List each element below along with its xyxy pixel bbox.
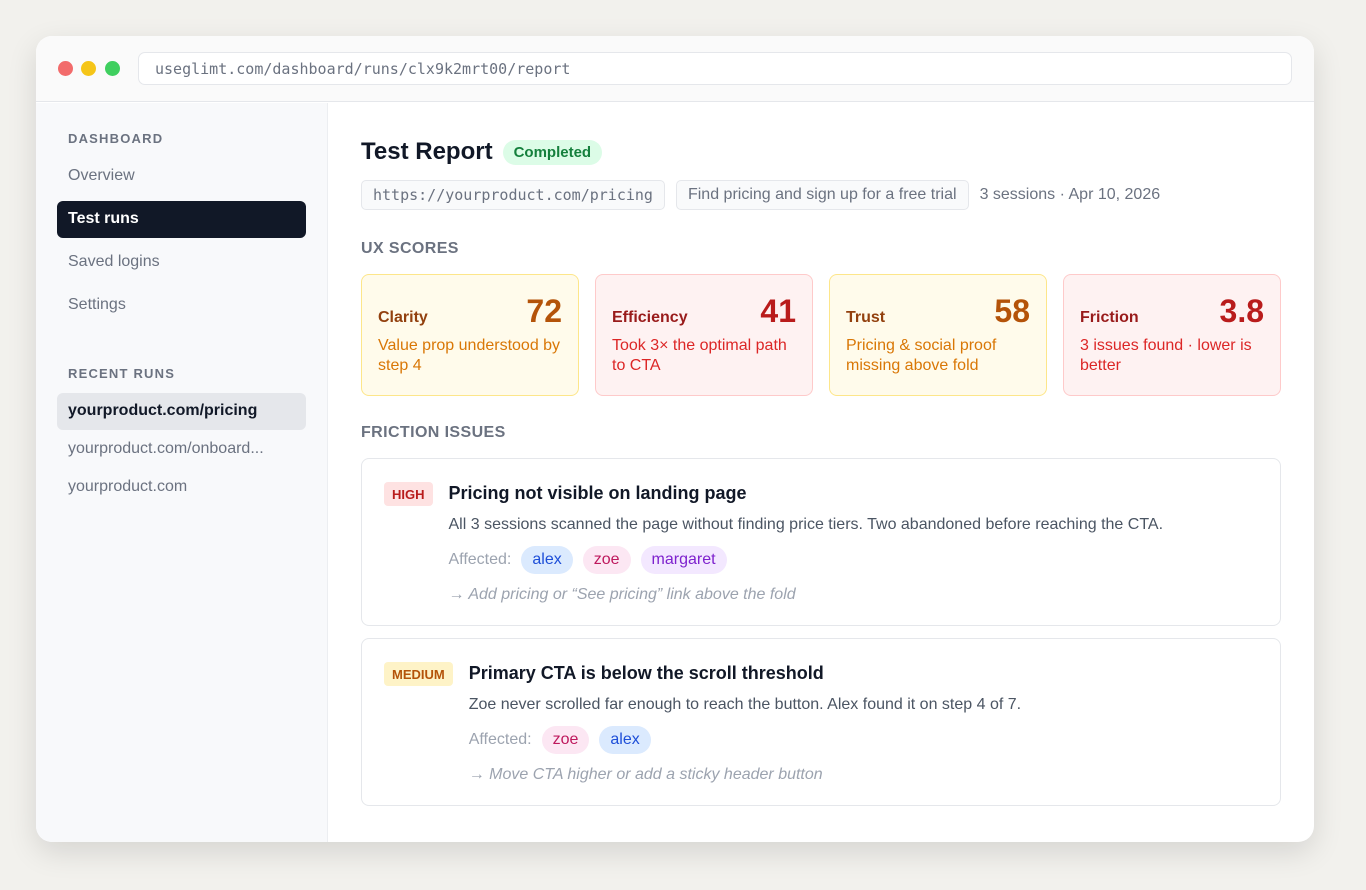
recent-run[interactable]: yourproduct.com/onboard... bbox=[68, 440, 264, 457]
section-title: DASHBOARD bbox=[68, 131, 164, 146]
score-label: Clarity bbox=[378, 309, 428, 326]
issue-description: Zoe never scrolled far enough to reach t… bbox=[468, 696, 1022, 713]
meta: 3 sessions · Apr 10, 2026 bbox=[979, 186, 1161, 203]
issue-card: HIGH Pricing not visible on landing page… bbox=[361, 458, 1281, 626]
score-card: Friction 3.8 3 issues found · lower is bet… bbox=[1063, 274, 1281, 396]
browser-window: useglimt.com/dashboard/runs/clx9k2mrt00/… bbox=[36, 36, 1314, 842]
user-pill: zoe bbox=[541, 726, 590, 754]
section-title: UX SCORES bbox=[361, 240, 459, 257]
user-pill: alex bbox=[521, 546, 573, 574]
user-pill: margaret bbox=[640, 546, 727, 574]
section-title: RECENT RUNS bbox=[68, 366, 176, 381]
issue-title: Pricing not visible on landing page bbox=[448, 483, 747, 503]
issue-card: MEDIUM Primary CTA is below the scroll t… bbox=[361, 638, 1281, 806]
issue-description: All 3 sessions scanned the page without … bbox=[448, 516, 1164, 533]
report-title: Test Report bbox=[361, 138, 493, 165]
user-pill: alex bbox=[599, 726, 651, 754]
issue-fix: → Move CTA higher or add a sticky header… bbox=[468, 766, 823, 783]
score-card: Efficiency 41 Took 3× the optimal path to … bbox=[595, 274, 813, 396]
status-badge: Completed bbox=[502, 139, 603, 165]
address-bar[interactable]: useglimt.com/dashboard/runs/clx9k2mrt00/… bbox=[138, 52, 1292, 85]
score-note: 3 issues found · lower is better bbox=[1080, 337, 1252, 374]
score-label: Friction bbox=[1080, 309, 1139, 326]
url-chip: https://yourproduct.com/pricing bbox=[361, 180, 665, 210]
recent-run[interactable]: yourproduct.com/pricing bbox=[57, 393, 306, 430]
score-value: 41 bbox=[760, 293, 796, 329]
score-value: 72 bbox=[526, 293, 562, 329]
score-value: 3.8 bbox=[1219, 293, 1264, 329]
nav-item[interactable]: Settings bbox=[68, 296, 126, 313]
severity-badge: HIGH bbox=[384, 482, 433, 506]
nav-item[interactable]: Saved logins bbox=[68, 253, 160, 270]
score-card: Clarity 72 Value prop understood by step 4 bbox=[361, 274, 579, 396]
affected-label: Affected: bbox=[448, 551, 512, 568]
user-pill: zoe bbox=[582, 546, 631, 574]
nav-item[interactable]: Test runs bbox=[57, 201, 306, 238]
score-note: Value prop understood by step 4 bbox=[378, 337, 561, 374]
nav-item[interactable]: Overview bbox=[68, 167, 135, 184]
close-dot[interactable] bbox=[58, 61, 73, 76]
score-label: Trust bbox=[846, 309, 886, 326]
title-bar: useglimt.com/dashboard/runs/clx9k2mrt00/… bbox=[36, 36, 1314, 102]
score-note: Pricing & social proof missing above fol… bbox=[846, 337, 997, 374]
section-title: FRICTION ISSUES bbox=[361, 424, 506, 441]
report: Test Report Completed https://yourproduct… bbox=[361, 103, 1281, 818]
maximize-dot[interactable] bbox=[105, 61, 120, 76]
severity-badge: MEDIUM bbox=[384, 662, 453, 686]
score-label: Efficiency bbox=[612, 309, 688, 326]
recent-run[interactable]: yourproduct.com bbox=[68, 478, 188, 495]
score-value: 58 bbox=[994, 293, 1030, 329]
score-note: Took 3× the optimal path to CTA bbox=[612, 337, 787, 374]
task-chip: Find pricing and sign up for a free tria… bbox=[675, 180, 969, 210]
issue-title: Primary CTA is below the scroll threshol… bbox=[468, 663, 824, 683]
issue-fix: → Add pricing or “See pricing” link abov… bbox=[448, 586, 796, 603]
score-card: Trust 58 Pricing & social proof missing ab… bbox=[829, 274, 1047, 396]
minimize-dot[interactable] bbox=[81, 61, 96, 76]
sidebar: DASHBOARD Overview Test runs Saved login… bbox=[36, 103, 328, 842]
affected-label: Affected: bbox=[468, 731, 532, 748]
